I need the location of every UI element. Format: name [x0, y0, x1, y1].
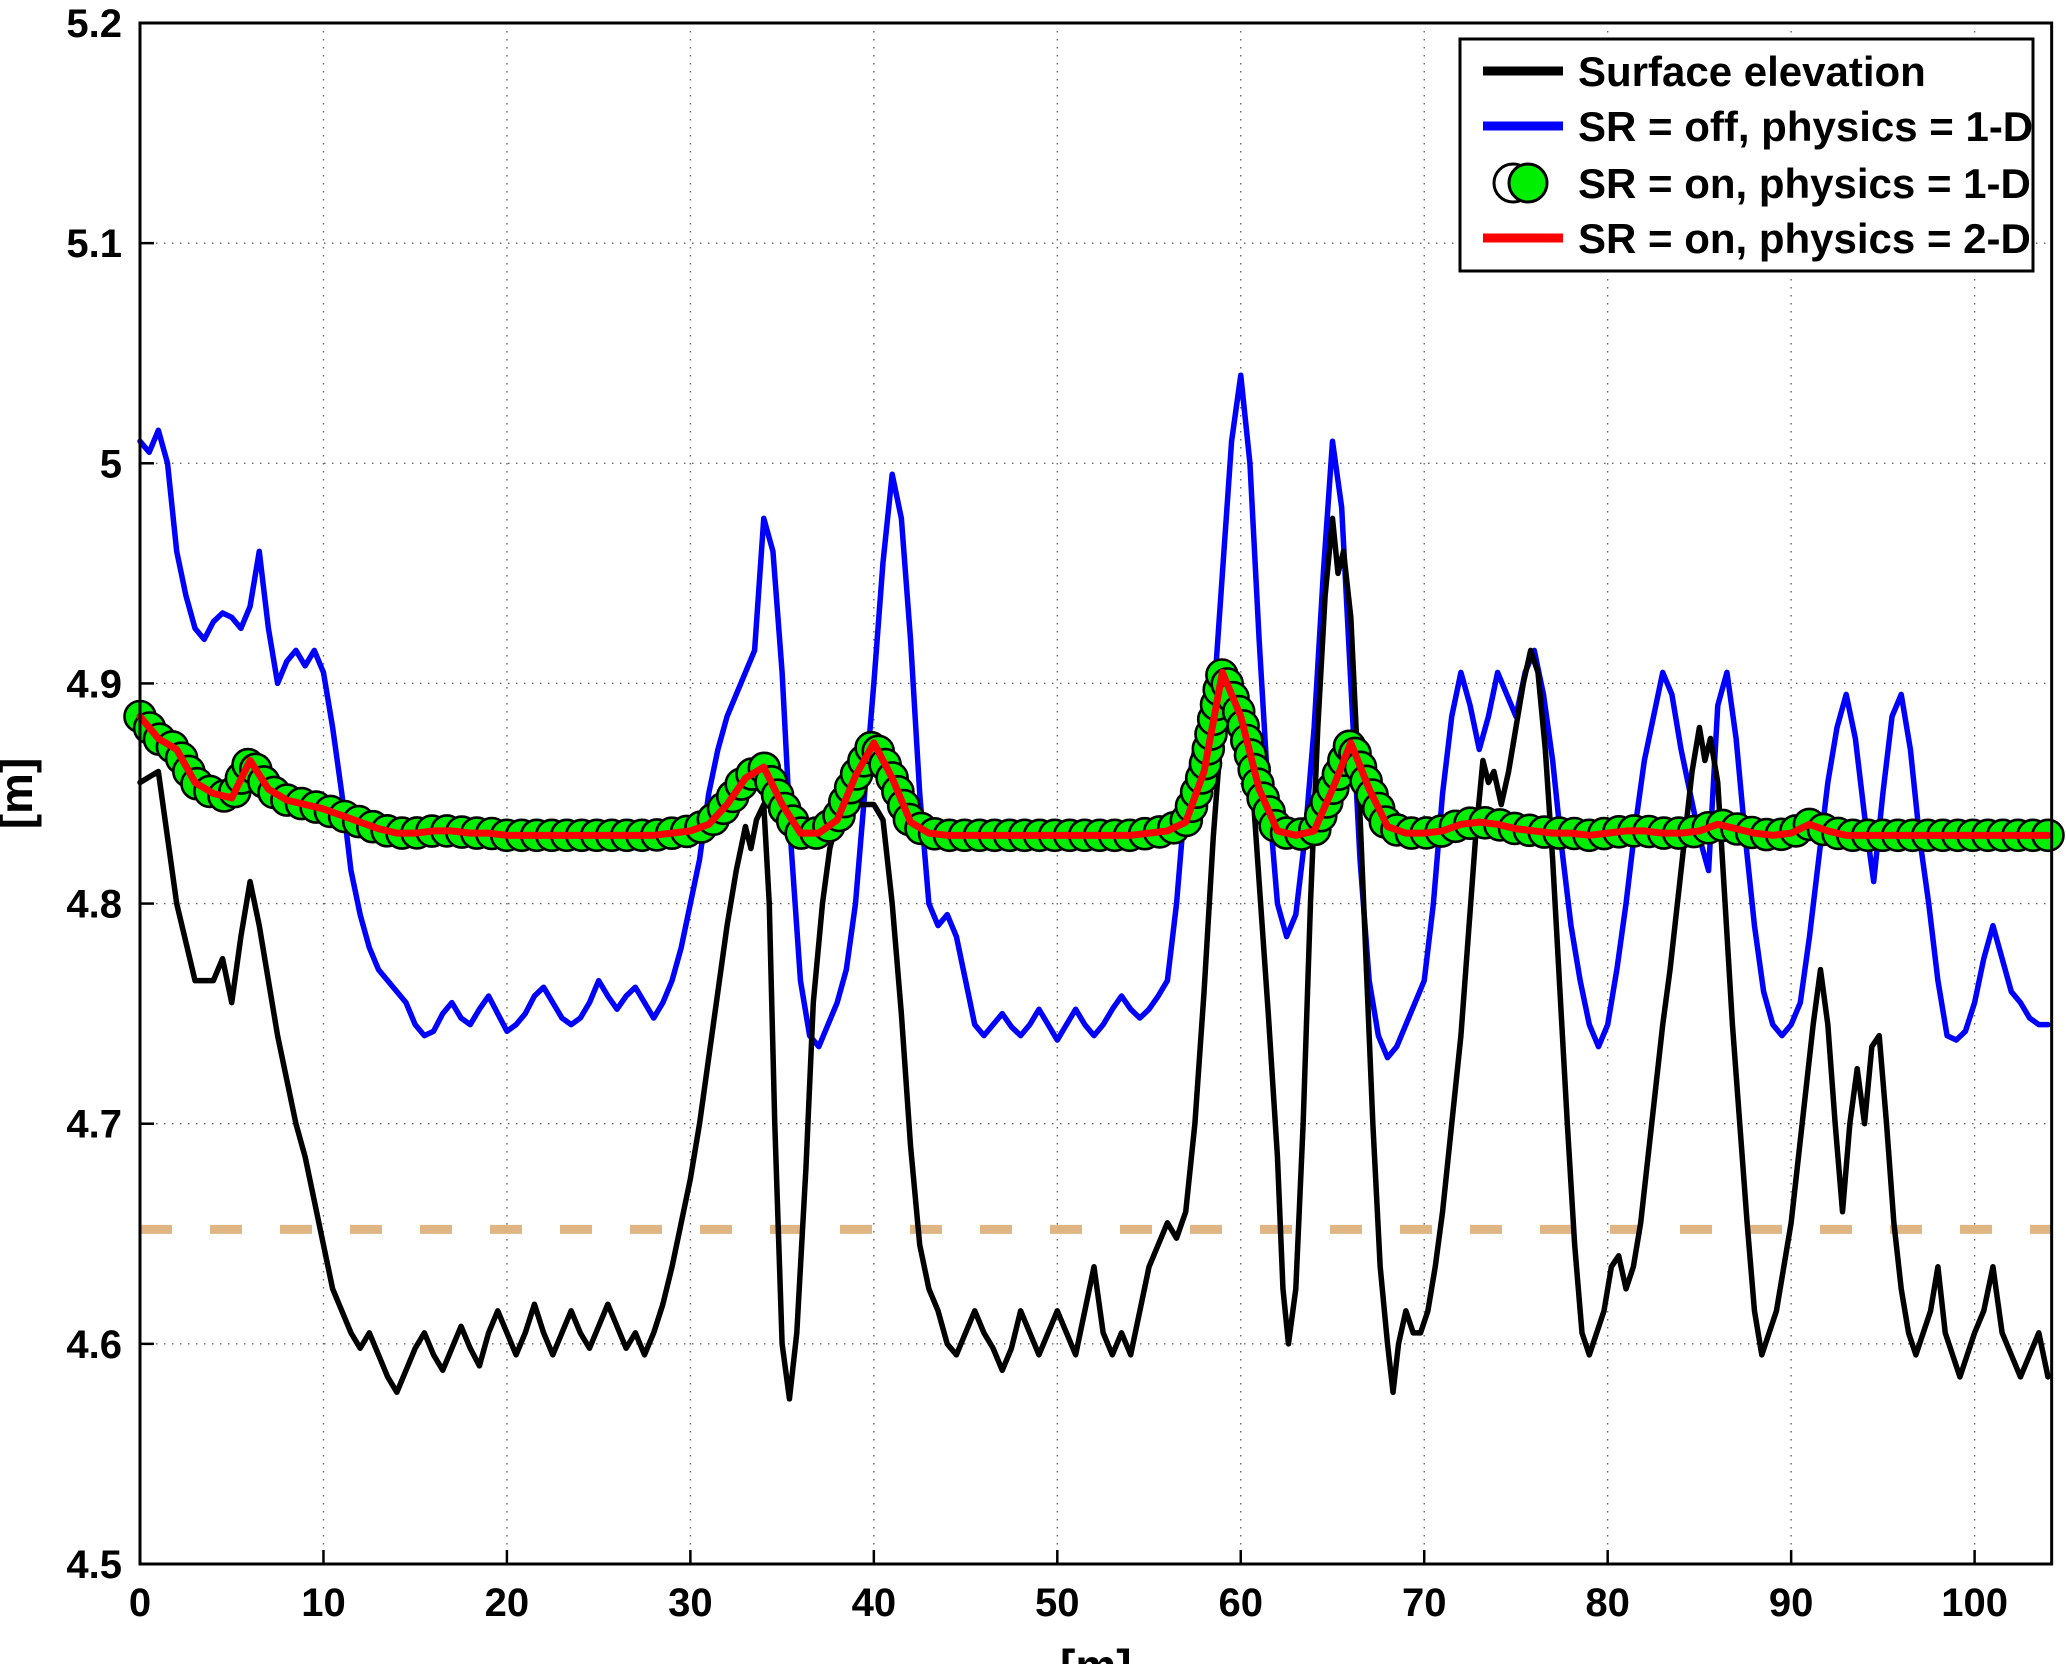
svg-text:4.6: 4.6: [66, 1323, 122, 1367]
svg-text:[m]: [m]: [0, 758, 42, 830]
svg-text:60: 60: [1219, 1581, 1264, 1625]
svg-text:SR = off, physics = 1-D: SR = off, physics = 1-D: [1578, 103, 2033, 150]
svg-text:4.5: 4.5: [66, 1543, 122, 1587]
svg-text:5: 5: [100, 442, 122, 486]
svg-text:70: 70: [1402, 1581, 1447, 1625]
svg-text:80: 80: [1585, 1581, 1630, 1625]
svg-text:5.2: 5.2: [66, 2, 122, 46]
svg-text:5.1: 5.1: [66, 222, 122, 266]
svg-text:4.7: 4.7: [66, 1103, 122, 1147]
svg-text:0: 0: [129, 1581, 151, 1625]
svg-text:10: 10: [301, 1581, 346, 1625]
svg-text:[m]: [m]: [1060, 1640, 1132, 1664]
svg-text:4.9: 4.9: [66, 662, 122, 706]
svg-text:50: 50: [1035, 1581, 1080, 1625]
svg-text:100: 100: [1941, 1581, 2008, 1625]
svg-text:40: 40: [852, 1581, 897, 1625]
svg-text:30: 30: [668, 1581, 713, 1625]
svg-text:90: 90: [1769, 1581, 1814, 1625]
svg-text:Surface elevation: Surface elevation: [1578, 48, 1926, 95]
svg-text:SR = on, physics = 2-D: SR = on, physics = 2-D: [1578, 215, 2031, 262]
svg-text:SR = on, physics = 1-D: SR = on, physics = 1-D: [1578, 160, 2031, 207]
svg-text:4.8: 4.8: [66, 883, 122, 927]
svg-text:20: 20: [485, 1581, 530, 1625]
